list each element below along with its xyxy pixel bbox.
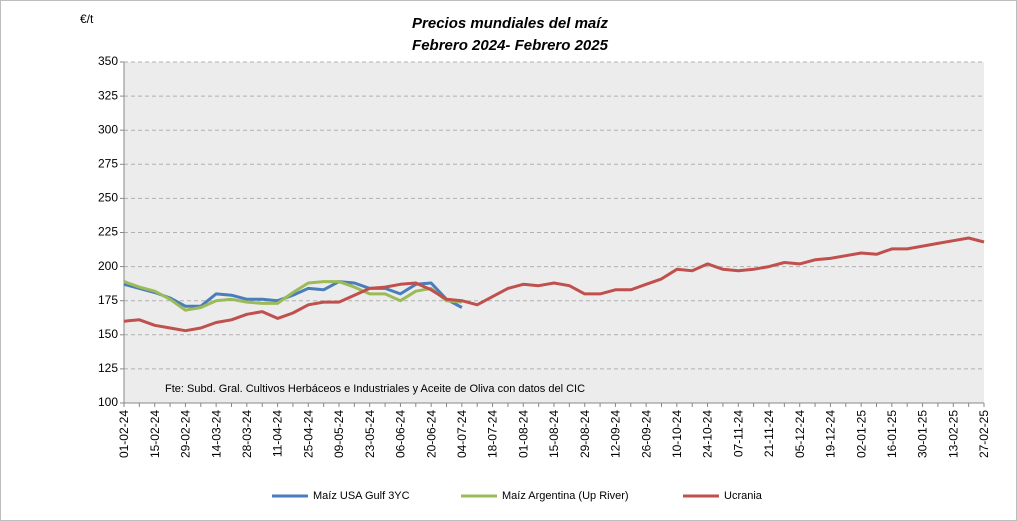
x-tick-label: 15-08-24 bbox=[547, 410, 561, 458]
y-tick-label: 300 bbox=[98, 122, 118, 136]
x-tick-label: 25-04-24 bbox=[301, 410, 315, 458]
x-tick-label: 16-01-25 bbox=[885, 410, 899, 458]
y-tick-label: 350 bbox=[98, 54, 118, 68]
y-tick-label: 250 bbox=[98, 191, 118, 205]
x-tick-label: 30-01-25 bbox=[916, 410, 930, 458]
y-tick-label: 225 bbox=[98, 225, 118, 239]
x-tick-label: 10-10-24 bbox=[670, 410, 684, 458]
x-tick-label: 24-10-24 bbox=[701, 410, 715, 458]
x-tick-label: 04-07-24 bbox=[455, 410, 469, 458]
x-tick-label: 29-08-24 bbox=[578, 410, 592, 458]
y-tick-label: 150 bbox=[98, 327, 118, 341]
y-tick-label: 125 bbox=[98, 361, 118, 375]
x-tick-label: 18-07-24 bbox=[486, 410, 500, 458]
legend-label: Maíz USA Gulf 3YC bbox=[313, 490, 410, 502]
x-tick-label: 14-03-24 bbox=[209, 410, 223, 458]
x-tick-label: 12-09-24 bbox=[609, 410, 623, 458]
x-tick-label: 29-02-24 bbox=[179, 410, 193, 458]
x-tick-label: 11-04-24 bbox=[271, 410, 285, 457]
x-tick-label: 02-01-25 bbox=[854, 410, 868, 458]
x-tick-label: 15-02-24 bbox=[148, 410, 162, 458]
series-line bbox=[123, 280, 463, 312]
x-tick-label: 27-02-25 bbox=[977, 410, 991, 458]
y-tick-label: 100 bbox=[98, 395, 118, 409]
chart-subtitle: Febrero 2024- Febrero 2025 bbox=[412, 37, 609, 54]
y-tick-label: 175 bbox=[98, 293, 118, 307]
x-tick-label: 07-11-24 bbox=[731, 410, 745, 457]
x-tick-label: 28-03-24 bbox=[240, 410, 254, 458]
x-tick-label: 20-06-24 bbox=[424, 410, 438, 458]
legend-label: Maíz Argentina (Up River) bbox=[502, 490, 629, 502]
x-tick-label: 13-02-25 bbox=[946, 410, 960, 458]
x-tick-label: 01-02-24 bbox=[117, 410, 131, 458]
y-tick-label: 325 bbox=[98, 88, 118, 102]
y-tick-label: 200 bbox=[98, 259, 118, 273]
x-tick-label: 05-12-24 bbox=[793, 410, 807, 458]
x-tick-label: 01-08-24 bbox=[516, 410, 530, 458]
x-tick-label: 06-06-24 bbox=[394, 410, 408, 458]
source-note: Fte: Subd. Gral. Cultivos Herbáceos e In… bbox=[165, 383, 585, 395]
chart-title: Precios mundiales del maíz bbox=[412, 15, 608, 32]
legend-label: Ucrania bbox=[724, 490, 763, 502]
x-tick-label: 26-09-24 bbox=[639, 410, 653, 458]
series-line bbox=[123, 236, 985, 333]
y-tick-label: 275 bbox=[98, 156, 118, 170]
x-tick-label: 23-05-24 bbox=[363, 410, 377, 458]
y-axis-label: €/t bbox=[80, 12, 94, 26]
x-tick-label: 09-05-24 bbox=[332, 410, 346, 458]
x-tick-label: 21-11-24 bbox=[762, 410, 776, 457]
x-tick-label: 19-12-24 bbox=[824, 410, 838, 458]
series-line bbox=[123, 280, 463, 309]
